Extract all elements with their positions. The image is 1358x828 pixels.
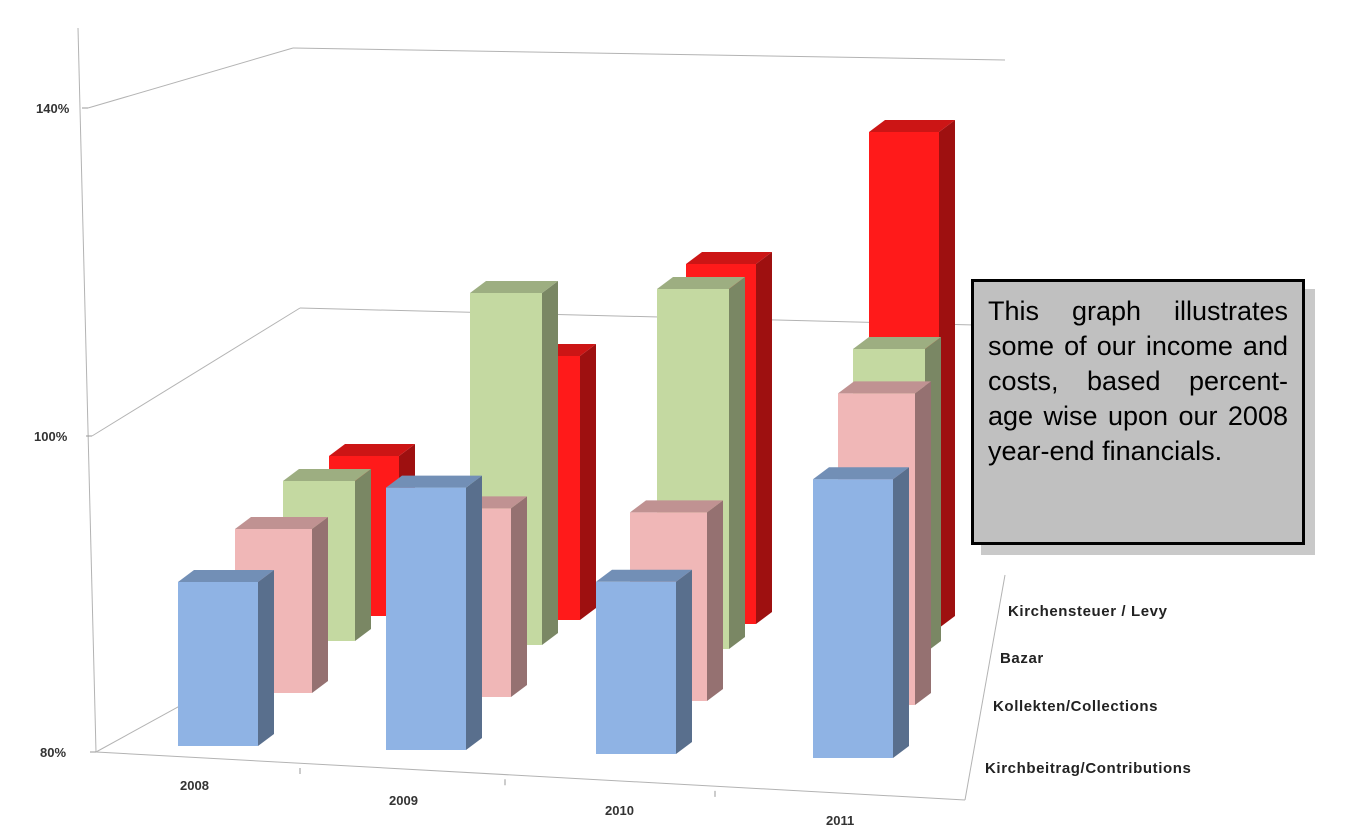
series-label: Bazar	[1000, 650, 1044, 667]
bar-top-face	[838, 381, 931, 394]
bar-side-face	[511, 496, 527, 697]
bar-top-face	[630, 500, 723, 513]
bar-top-face	[853, 337, 941, 349]
bar-side-face	[355, 469, 371, 641]
back-wall-mid-line-2	[299, 307, 976, 326]
bar	[178, 570, 274, 746]
bar-side-face	[466, 475, 482, 750]
bar-side-face	[312, 517, 328, 693]
back-wall-top-line-2	[292, 47, 1006, 61]
bar-side-face	[939, 120, 955, 628]
bar-top-face	[657, 277, 745, 289]
series-label: Kirchensteuer / Levy	[1008, 603, 1168, 620]
x-tick-label: 2009	[389, 793, 418, 808]
bar-side-face	[580, 344, 596, 620]
bar	[596, 569, 692, 754]
bar-front-face	[178, 582, 258, 746]
bar-top-face	[386, 475, 482, 488]
floor-front-edge	[95, 751, 966, 801]
bar-side-face	[542, 281, 558, 645]
bar-top-face	[869, 120, 955, 132]
bar-top-face	[283, 469, 371, 481]
floor-right-edge	[964, 574, 1006, 801]
bar-top-face	[329, 444, 415, 456]
y-tick-label: 80%	[40, 745, 66, 760]
series-label: Kirchbeitrag/Contributions	[985, 760, 1191, 777]
series-labels: Kirchbeitrag/Contributions Kollekten/Coll…	[985, 603, 1191, 777]
x-tick-label: 2010	[605, 803, 634, 818]
annotation-box: This graph illustrates some of our incom…	[971, 279, 1305, 545]
x-tick-label: 2008	[180, 778, 209, 793]
bar-side-face	[893, 467, 909, 758]
back-wall-top-line	[87, 47, 294, 109]
bar-side-face	[756, 252, 772, 624]
bar-side-face	[915, 381, 931, 705]
bar-front-face	[813, 479, 893, 758]
back-wall-mid-line	[91, 307, 301, 437]
bar-front-face	[596, 581, 676, 754]
bar-top-face	[235, 517, 328, 529]
bar-top-face	[596, 569, 692, 582]
bar-front-face	[386, 487, 466, 750]
bar-side-face	[258, 570, 274, 746]
bar	[386, 475, 482, 750]
bar-top-face	[470, 281, 558, 293]
back-wall-left-edge	[77, 27, 97, 753]
y-axis: 80% 100% 140%	[34, 101, 96, 760]
y-tick-label: 100%	[34, 429, 68, 444]
annotation-text: This graph illustrates some of our incom…	[988, 296, 1288, 466]
bar-side-face	[707, 500, 723, 701]
y-tick-label: 140%	[36, 101, 70, 116]
bar-top-face	[813, 467, 909, 480]
bar-top-face	[178, 570, 274, 582]
bars	[178, 120, 955, 758]
bar-top-face	[686, 252, 772, 264]
bar-side-face	[676, 569, 692, 754]
x-axis: 2008 2009 2010 2011	[180, 768, 854, 828]
bar	[813, 467, 909, 758]
series-label: Kollekten/Collections	[993, 698, 1158, 715]
bar-side-face	[729, 277, 745, 649]
x-tick-label: 2011	[826, 813, 854, 828]
